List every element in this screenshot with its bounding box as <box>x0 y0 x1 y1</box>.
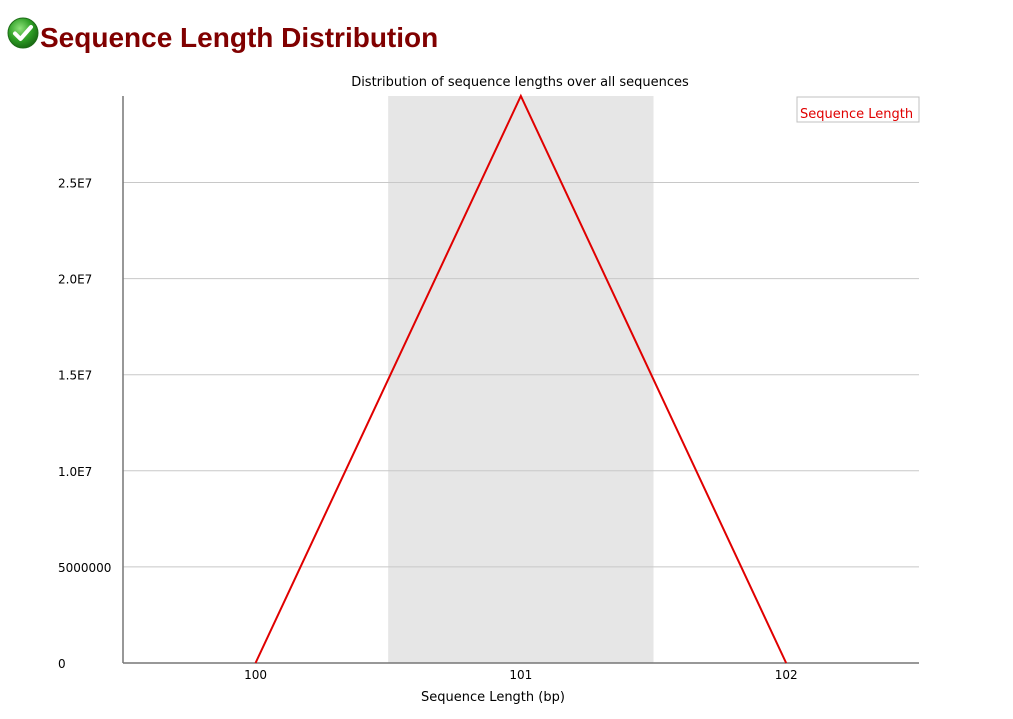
legend-entry: Sequence Length <box>800 107 913 122</box>
pass-check-icon <box>7 17 39 49</box>
y-tick-label: 5000000 <box>58 561 111 575</box>
y-tick-label: 2.0E7 <box>58 273 92 287</box>
x-tick-label: 102 <box>775 668 798 682</box>
highlight-band <box>388 96 654 663</box>
x-tick-label: 101 <box>509 668 532 682</box>
y-tick-label: 1.0E7 <box>58 465 92 479</box>
legend-box <box>796 96 920 123</box>
x-tick-label: 100 <box>244 668 267 682</box>
y-tick-label: 1.5E7 <box>58 369 92 383</box>
chart-title: Distribution of sequence lengths over al… <box>351 75 689 90</box>
y-tick-label: 0 <box>58 657 66 671</box>
x-axis-label: Sequence Length (bp) <box>421 690 565 705</box>
page-title: Sequence Length Distribution <box>40 22 439 53</box>
page-header: Sequence Length Distribution <box>6 12 438 54</box>
y-tick-label: 2.5E7 <box>58 176 92 190</box>
